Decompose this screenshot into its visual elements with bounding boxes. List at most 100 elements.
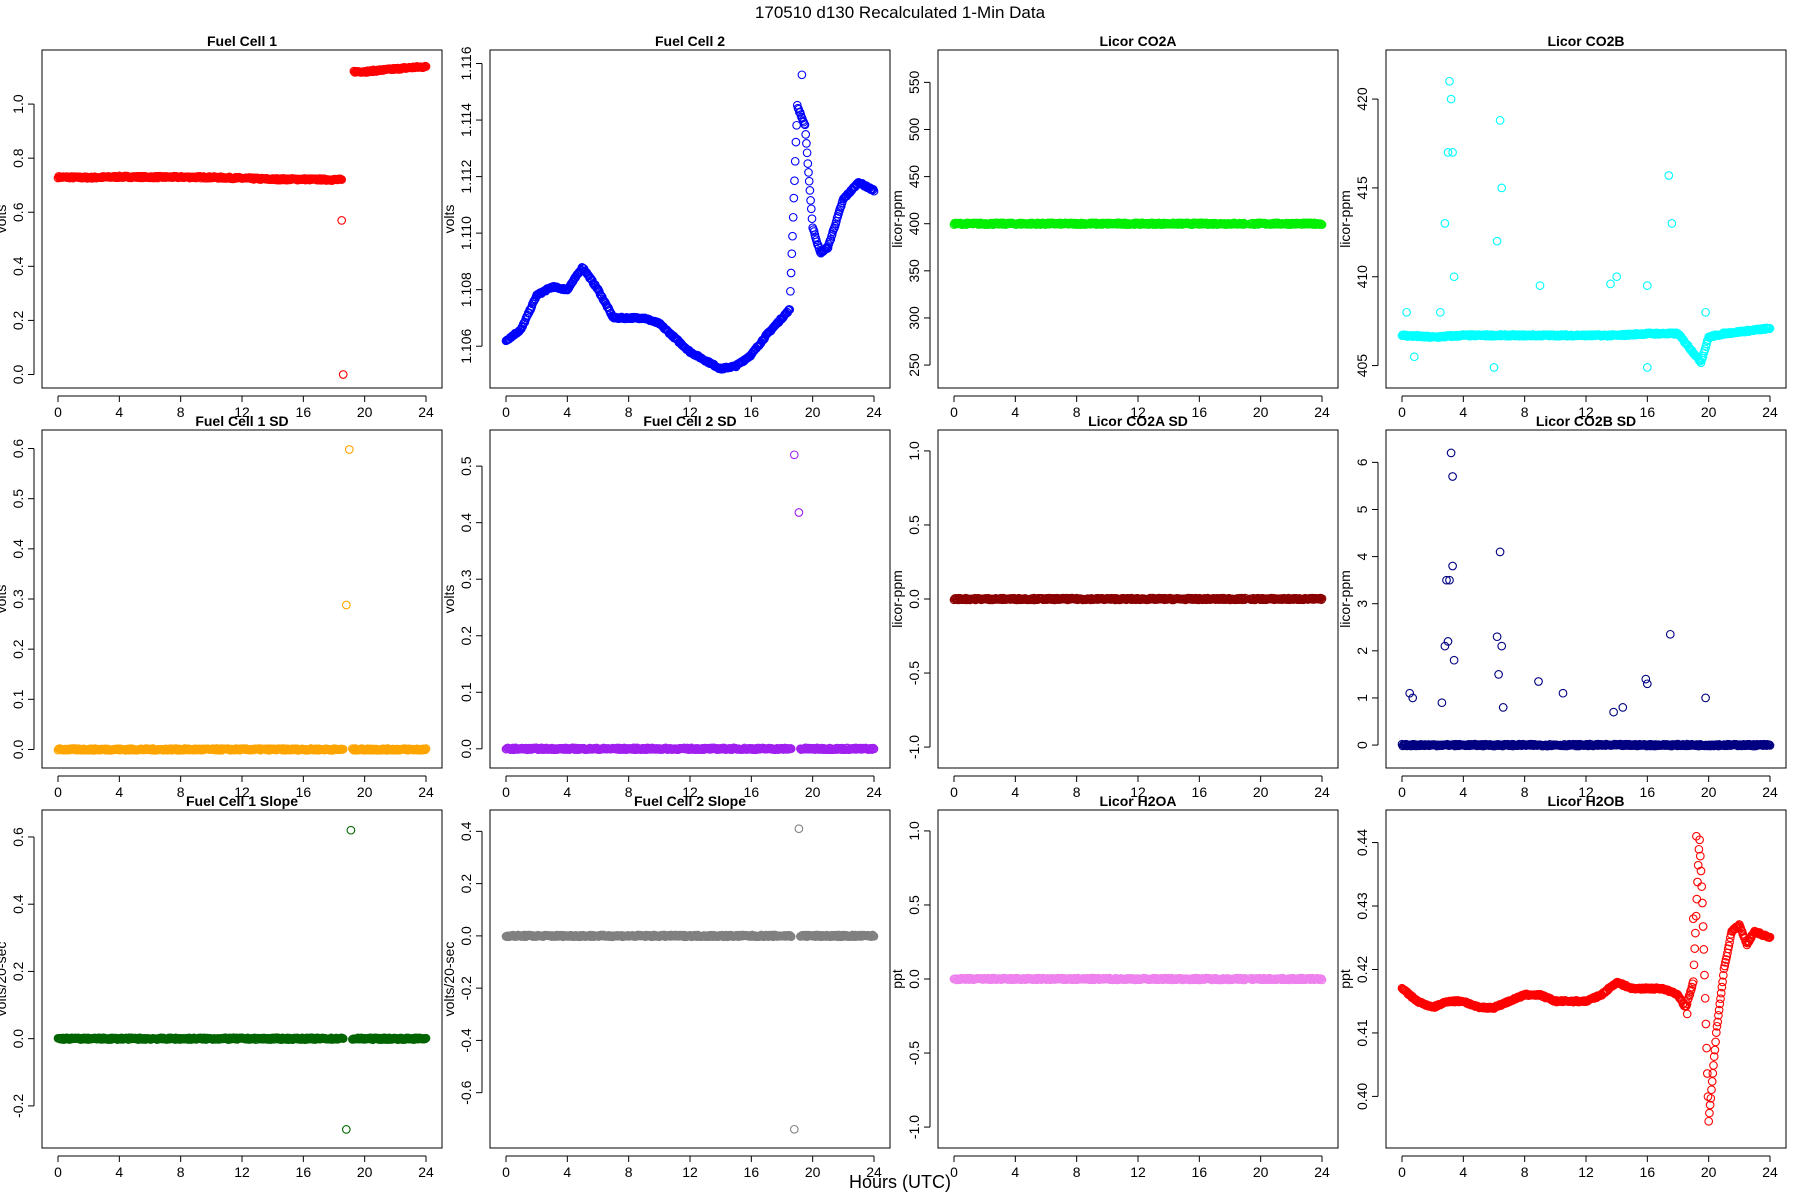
y-tick-label: 0.0 <box>10 740 26 760</box>
x-tick-label: 24 <box>1762 784 1778 800</box>
plot-frame <box>489 429 891 769</box>
y-tick-label: 450 <box>906 165 922 189</box>
x-tick-label: 4 <box>1011 404 1019 420</box>
outlier-point <box>1701 693 1710 703</box>
y-tick-label: 0.2 <box>10 310 26 330</box>
y-tick-label: 1 <box>1354 694 1370 702</box>
x-tick-label: 24 <box>866 784 882 800</box>
y-tick-label: 550 <box>906 70 922 94</box>
outlier-point <box>341 600 351 610</box>
outlier-point <box>1495 547 1505 557</box>
y-axis-label: volts/20-sec <box>0 942 9 1017</box>
y-tick-label: 410 <box>1354 265 1370 289</box>
data-points <box>1397 76 1775 372</box>
y-tick-label: 420 <box>1354 87 1370 111</box>
y-tick-label: 0.2 <box>10 639 26 659</box>
plot-frame <box>1385 429 1787 769</box>
y-tick-label: 1.108 <box>458 272 474 307</box>
panel-title: Licor CO2A SD <box>1088 413 1188 429</box>
y-tick-label: 0.0 <box>906 589 922 609</box>
panel-title: Licor CO2A <box>1099 33 1176 49</box>
data-points <box>949 218 1327 229</box>
y-tick-label: 0.1 <box>458 682 474 702</box>
y-tick-label: 250 <box>906 353 922 377</box>
outlier-point <box>1494 670 1503 679</box>
y-axis-label: licor-ppm <box>1337 570 1353 628</box>
x-tick-label: 8 <box>177 404 185 420</box>
x-tick-label: 16 <box>296 404 312 420</box>
y-axis-label: volts <box>441 585 457 614</box>
y-tick-label: -0.5 <box>906 661 922 685</box>
panel-title: Fuel Cell 2 <box>655 33 725 49</box>
y-tick-label: 500 <box>906 118 922 142</box>
x-tick-label: 16 <box>1192 784 1208 800</box>
outlier-point <box>1435 307 1445 317</box>
outlier-point <box>1606 279 1615 289</box>
data-point <box>801 130 811 139</box>
data-point <box>806 204 816 214</box>
data-points <box>1397 448 1775 751</box>
outlier-point <box>1497 183 1507 193</box>
x-tick-label: 12 <box>234 404 250 420</box>
outlier-point <box>1495 116 1505 125</box>
outlier-point <box>1440 219 1450 228</box>
panel-1: Fuel Cell 20 4 8 12 16 20 241.1061.1081.1101.1… <box>441 33 891 420</box>
y-tick-label: 300 <box>906 306 922 330</box>
x-tick-label: 4 <box>115 404 123 420</box>
x-tick-label: 20 <box>805 784 821 800</box>
x-tick-label: 20 <box>1253 784 1269 800</box>
data-points <box>53 825 431 1134</box>
data-point <box>804 168 813 177</box>
outlier-point <box>1642 363 1652 372</box>
outlier-point <box>1701 307 1710 317</box>
outlier-point <box>1402 307 1411 317</box>
outlier-point <box>1489 363 1499 372</box>
outlier-point <box>1409 352 1419 362</box>
data-point <box>790 176 799 186</box>
y-tick-label: 0.5 <box>10 489 26 509</box>
y-tick-label: 1.114 <box>458 103 474 137</box>
y-tick-label: 5 <box>1354 505 1370 513</box>
x-tick-label: 0 <box>502 404 510 420</box>
x-tick-label: 20 <box>357 1164 373 1180</box>
x-tick-label: 12 <box>234 1164 250 1180</box>
panel-4: Fuel Cell 1 SD0 4 8 12 16 20 240.00.10.20.30.4… <box>0 413 443 800</box>
data-points <box>501 450 879 755</box>
plot-frame <box>41 809 443 1149</box>
x-tick-label: 0 <box>950 404 958 420</box>
x-tick-label: 24 <box>418 1164 434 1180</box>
x-tick-label: 8 <box>625 784 633 800</box>
panel-title: Fuel Cell 1 <box>207 33 277 49</box>
y-tick-label: 4 <box>1354 552 1370 560</box>
outlier-point <box>1642 281 1652 290</box>
y-tick-label: 350 <box>906 259 922 283</box>
panel-grid: Fuel Cell 10 4 8 12 16 20 240.00.20.40.60.81.0… <box>0 33 1787 1180</box>
y-tick-label: 415 <box>1354 176 1370 200</box>
data-point <box>802 139 811 148</box>
outlier-point <box>1446 94 1456 104</box>
x-tick-label: 8 <box>177 1164 185 1180</box>
x-tick-label: 16 <box>1640 404 1656 420</box>
outlier-point <box>337 216 347 225</box>
outlier-point <box>1641 674 1651 684</box>
plot-frame <box>489 49 891 389</box>
x-tick-label: 8 <box>625 404 633 420</box>
x-tick-label: 0 <box>1398 784 1406 800</box>
y-tick-label: 0.0 <box>10 1029 26 1049</box>
x-tick-label: 4 <box>563 404 571 420</box>
y-axis-label: licor-ppm <box>889 570 905 628</box>
outlier-point <box>1448 561 1457 571</box>
plot-frame <box>41 49 443 389</box>
y-tick-label: -1.0 <box>906 735 922 759</box>
x-tick-label: 24 <box>418 404 434 420</box>
outlier-point <box>794 508 804 517</box>
x-tick-label: 0 <box>54 784 62 800</box>
x-tick-label: 0 <box>1398 404 1406 420</box>
outlier-point <box>1446 448 1456 458</box>
x-tick-label: 20 <box>357 404 373 420</box>
outlier-point <box>1445 76 1454 86</box>
outlier-point <box>1534 677 1543 686</box>
